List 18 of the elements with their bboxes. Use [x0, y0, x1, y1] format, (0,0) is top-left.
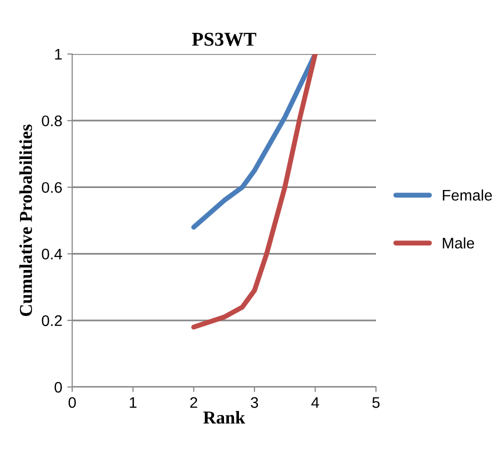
legend-label: Male — [442, 237, 474, 249]
line-series — [191, 54, 318, 330]
x-tick-label: 2 — [190, 397, 198, 408]
y-tick-label: 0.6 — [42, 182, 62, 193]
y-axis-title: Cumulative Probabilities — [19, 124, 32, 316]
x-tick-label: 0 — [68, 397, 76, 408]
x-tick-label: 3 — [250, 397, 258, 408]
legend-label: Female — [442, 189, 492, 201]
y-tick-label: 1 — [55, 49, 62, 60]
y-tick-label: 0.8 — [42, 115, 62, 126]
x-axis-title: Rank — [203, 410, 246, 424]
y-tick-label: 0 — [54, 382, 62, 393]
x-tick-label: 4 — [311, 397, 320, 408]
chart-title: PS3WT — [192, 32, 256, 46]
y-tick-label: 0.2 — [42, 315, 62, 326]
x-tick-label: 5 — [372, 397, 380, 408]
y-tick-label: 0.4 — [42, 248, 62, 260]
x-tick-label: 1 — [130, 397, 136, 408]
